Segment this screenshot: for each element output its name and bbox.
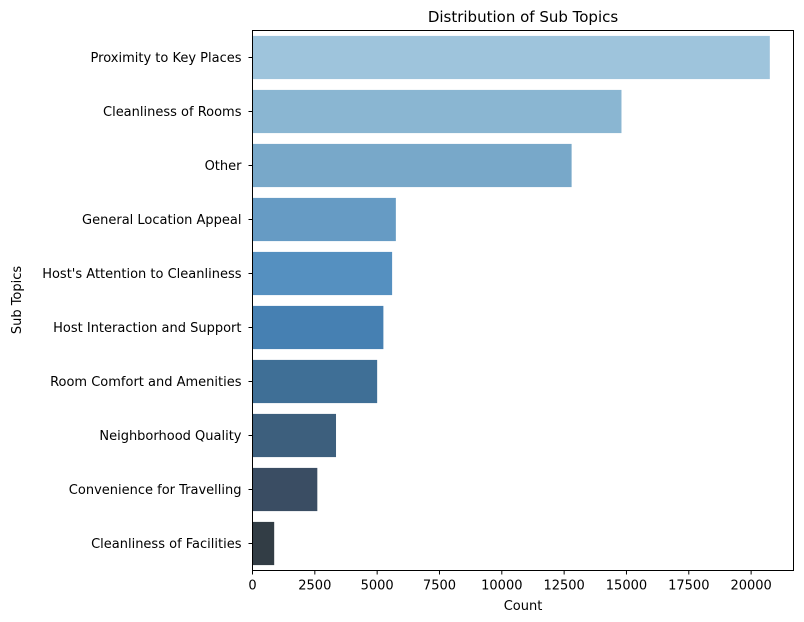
y-tick-label: General Location Appeal bbox=[82, 213, 241, 228]
y-tick-label: Convenience for Travelling bbox=[69, 483, 242, 498]
bar bbox=[252, 89, 622, 134]
bar bbox=[252, 197, 396, 242]
plot-frame bbox=[252, 30, 794, 571]
y-tick-label: Host's Attention to Cleanliness bbox=[42, 267, 242, 282]
x-axis-ticks: 0 2500 5000 7500 10000 12500 15000 17500 20000 bbox=[248, 570, 772, 594]
bar bbox=[252, 467, 318, 512]
y-tick-label: Proximity to Key Places bbox=[91, 51, 242, 66]
bar bbox=[252, 359, 378, 404]
x-tick-label: 12500 bbox=[543, 579, 584, 594]
y-axis-title: Sub Topics bbox=[10, 266, 25, 335]
bar bbox=[252, 35, 770, 80]
bar bbox=[252, 413, 337, 458]
bar bbox=[252, 143, 572, 188]
x-tick-label: 15000 bbox=[606, 579, 647, 594]
x-tick-label: 7500 bbox=[423, 579, 456, 594]
bars-group bbox=[252, 35, 770, 566]
y-tick-label: Room Comfort and Amenities bbox=[50, 375, 242, 390]
bar bbox=[252, 305, 384, 350]
x-tick-label: 17500 bbox=[668, 579, 709, 594]
x-tick-label: 10000 bbox=[481, 579, 522, 594]
bar bbox=[252, 251, 393, 296]
chart-title: Distribution of Sub Topics bbox=[428, 8, 619, 26]
x-tick-label: 5000 bbox=[361, 579, 394, 594]
y-tick-label: Cleanliness of Facilities bbox=[91, 537, 242, 552]
x-axis-title: Count bbox=[504, 599, 543, 614]
y-tick-label: Host Interaction and Support bbox=[53, 321, 241, 336]
y-axis-ticks: Proximity to Key Places Cleanliness of Ro… bbox=[42, 51, 253, 552]
x-tick-label: 0 bbox=[248, 579, 256, 594]
bar bbox=[252, 521, 275, 566]
x-tick-label: 20000 bbox=[730, 579, 771, 594]
y-tick-label: Other bbox=[205, 159, 243, 174]
y-tick-label: Cleanliness of Rooms bbox=[103, 105, 242, 120]
y-tick-label: Neighborhood Quality bbox=[99, 429, 241, 444]
x-tick-label: 2500 bbox=[298, 579, 331, 594]
